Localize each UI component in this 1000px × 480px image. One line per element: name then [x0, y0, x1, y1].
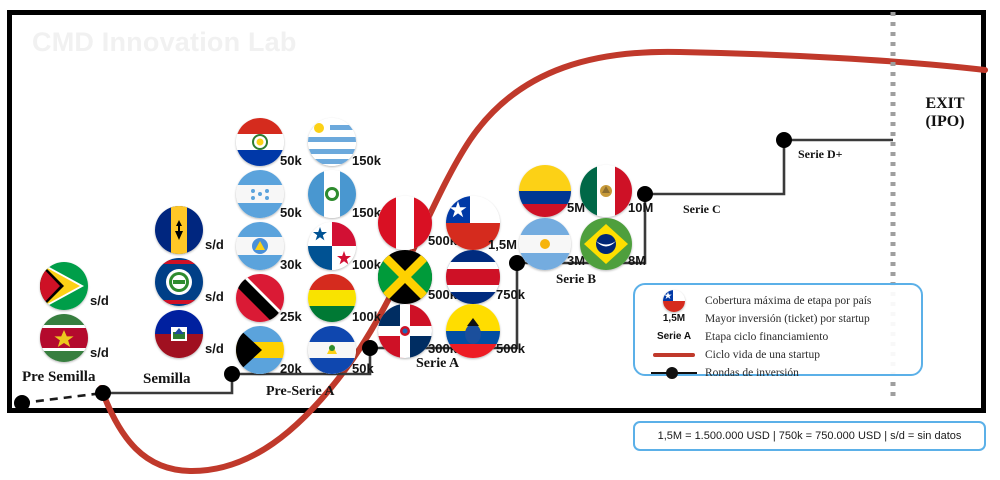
flag-icon-costa-rica — [446, 250, 500, 304]
round-dot-pre-semilla — [95, 385, 111, 401]
stage-label-serie-a: Serie A — [416, 356, 460, 371]
legend-label: Cobertura máxima de etapa por país — [705, 294, 872, 307]
legend-label: Etapa ciclo financiamiento — [705, 330, 829, 343]
amount-label: 5M — [567, 200, 586, 215]
round-dot-serie-c — [776, 132, 792, 148]
flag-icon-belize — [155, 258, 203, 306]
page-title: CMD Innovation Lab — [32, 27, 297, 57]
flag-icon-republica-dominicana — [378, 304, 432, 358]
flag-icon-peru — [378, 196, 432, 250]
amount-label: s/d — [205, 237, 224, 252]
stage-label-semilla: Semilla — [143, 371, 191, 387]
legend-key-flag — [643, 289, 705, 312]
flag-icon-chile-legend — [663, 289, 685, 312]
round-dot-serie-b — [637, 186, 653, 202]
flag-icon-brasil — [580, 218, 632, 270]
legend-key-stage: Serie A — [656, 331, 692, 342]
legend-item-rounds: Rondas de inversión — [643, 364, 913, 381]
legend-item-lifecycle: Ciclo vida de una startup — [643, 346, 913, 363]
legend-key-curve — [643, 352, 705, 357]
flag-icon-bolivia — [308, 274, 356, 322]
red-line-icon — [653, 352, 695, 357]
legend-label: Mayor inversión (ticket) por startup — [705, 312, 870, 325]
flag-icon-suriname — [40, 314, 88, 362]
amount-label: s/d — [90, 293, 109, 308]
flag-icon-mexico — [580, 165, 632, 217]
flag-icon-barbados — [155, 206, 203, 254]
startup-lifecycle-curve — [98, 48, 988, 475]
amount-label: 150k — [352, 205, 381, 220]
stage-label-pre-serie-a: Pre-Serie A — [266, 384, 335, 399]
stage-label-serie-b: Serie B — [556, 271, 597, 286]
legend-item-coverage: Cobertura máxima de etapa por país — [643, 289, 913, 312]
flag-icon-panama — [308, 222, 356, 270]
flag-icon-guatemala — [308, 170, 356, 218]
amount-label: 30k — [280, 257, 302, 272]
amount-label: 750k — [496, 287, 525, 302]
legend-key-amount: 1,5M — [662, 313, 686, 324]
stage-label-pre-semilla: Pre Semilla — [22, 369, 96, 385]
amount-label: 8M — [628, 253, 647, 268]
staircase-dashed-origin — [21, 391, 104, 405]
legend-label: Rondas de inversión — [705, 366, 799, 379]
amount-label: 50k — [280, 153, 302, 168]
amount-label: 50k — [280, 205, 302, 220]
legend-item-ticket: 1,5M Mayor inversión (ticket) por startu… — [643, 310, 913, 327]
flag-icon-guyana — [40, 262, 88, 310]
amount-label: 150k — [352, 153, 381, 168]
flag-icon-nicaragua — [236, 222, 284, 270]
amount-label: 100k — [352, 309, 381, 324]
flag-icon-bahamas — [236, 326, 284, 374]
amount-label: s/d — [90, 345, 109, 360]
round-dot-icon — [651, 366, 697, 379]
amount-label: 100k — [352, 257, 381, 272]
legend-label: Ciclo vida de una startup — [705, 348, 820, 361]
flag-icon-colombia — [519, 165, 571, 217]
amount-label: 500k — [496, 341, 525, 356]
amount-label: s/d — [205, 341, 224, 356]
flag-icon-jamaica — [378, 250, 432, 304]
amount-label: 20k — [280, 361, 302, 376]
amount-label: 3M — [567, 253, 586, 268]
flag-icon-ecuador — [446, 304, 500, 358]
flag-icon-uruguay — [308, 118, 356, 166]
round-dot-origin — [14, 395, 30, 411]
footnote-box: 1,5M = 1.500.000 USD | 750k = 750.000 US… — [633, 421, 986, 451]
amount-label: s/d — [205, 289, 224, 304]
flag-icon-argentina — [519, 218, 571, 270]
legend-box: Cobertura máxima de etapa por país 1,5M … — [633, 283, 923, 379]
stage-label-serie-d: Serie D+ — [798, 147, 843, 161]
round-dot-semilla — [224, 366, 240, 382]
flag-icon-el-salvador — [308, 326, 356, 374]
amount-label: 25k — [280, 309, 302, 324]
flag-icon-paraguay — [236, 118, 284, 166]
amount-label: 1,5M — [488, 237, 517, 252]
legend-key-round — [643, 366, 705, 379]
legend-item-stage: Serie A Etapa ciclo financiamiento — [643, 328, 913, 345]
exit-label: EXIT (IPO) — [925, 95, 965, 131]
flag-icon-trinidad-y-tobago — [236, 274, 284, 322]
stage-label-serie-c: Serie C — [683, 202, 721, 216]
flag-icon-haiti — [155, 310, 203, 358]
round-dot-serie-a — [509, 255, 525, 271]
flag-icon-honduras — [236, 170, 284, 218]
round-dot-pre-serie-a — [362, 340, 378, 356]
amount-label: 50k — [352, 361, 374, 376]
amount-label: 10M — [628, 200, 654, 215]
